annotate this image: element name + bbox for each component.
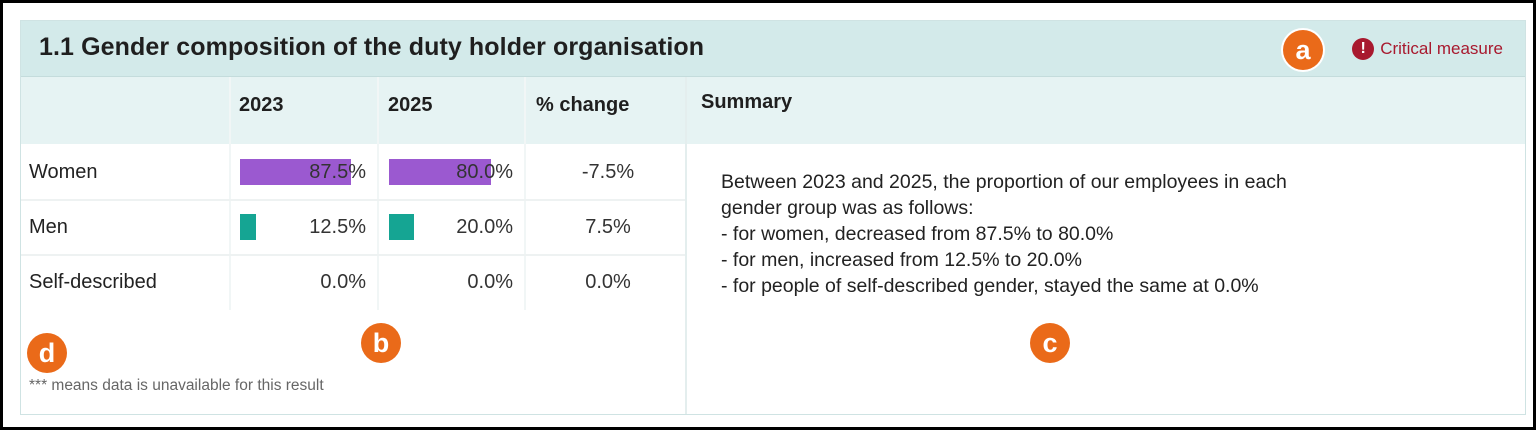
women-2025-value: 80.0% bbox=[456, 161, 513, 183]
row-divider bbox=[21, 199, 685, 201]
men-2025-bar bbox=[389, 214, 414, 240]
column-divider bbox=[377, 77, 379, 310]
summary-line: - for men, increased from 12.5% to 20.0% bbox=[721, 249, 1082, 271]
critical-measure-label: Critical measure bbox=[1380, 39, 1503, 58]
men-2025-value: 20.0% bbox=[456, 216, 513, 238]
women-2023-value: 87.5% bbox=[309, 161, 366, 183]
row-label-self-described: Self-described bbox=[29, 271, 157, 293]
row-label-men: Men bbox=[29, 216, 68, 238]
column-header-2025: 2025 bbox=[388, 94, 433, 116]
row-label-women: Women bbox=[29, 161, 98, 183]
callout-c: c bbox=[1030, 323, 1070, 363]
summary-text: Between 2023 and 2025, the proportion of… bbox=[721, 169, 1501, 299]
summary-line: - for women, decreased from 87.5% to 80.… bbox=[721, 223, 1114, 245]
women-2025-bar bbox=[389, 159, 491, 185]
summary-header bbox=[687, 77, 1525, 144]
footnote: *** means data is unavailable for this r… bbox=[29, 377, 324, 394]
summary-line: - for people of self-described gender, s… bbox=[721, 275, 1259, 297]
men-2023-value: 12.5% bbox=[309, 216, 366, 238]
callout-d: d bbox=[27, 333, 67, 373]
men-2023-bar bbox=[240, 214, 256, 240]
women-2023-bar bbox=[240, 159, 351, 185]
card-header: 1.1 Gender composition of the duty holde… bbox=[21, 21, 1525, 77]
page-title: 1.1 Gender composition of the duty holde… bbox=[39, 33, 705, 61]
self-described-change-value: 0.0% bbox=[585, 271, 631, 293]
row-divider bbox=[21, 254, 685, 256]
summary-line: Between 2023 and 2025, the proportion of… bbox=[721, 171, 1287, 193]
self-described-2025-value: 0.0% bbox=[467, 271, 513, 293]
self-described-2023-value: 0.0% bbox=[320, 271, 366, 293]
women-change-value: -7.5% bbox=[581, 161, 635, 183]
men-change-value: 7.5% bbox=[585, 216, 631, 238]
column-divider bbox=[229, 77, 231, 310]
column-divider bbox=[524, 77, 526, 310]
table-header-row bbox=[21, 77, 685, 144]
exclamation-circle-icon: ! bbox=[1352, 38, 1375, 60]
column-header-2023: 2023 bbox=[239, 94, 284, 116]
section-divider bbox=[685, 77, 687, 414]
column-header-summary: Summary bbox=[701, 91, 793, 113]
callout-b: b bbox=[361, 323, 401, 363]
column-header-change: % change bbox=[536, 94, 630, 116]
summary-line: gender group was as follows: bbox=[721, 197, 974, 219]
critical-measure-badge[interactable]: ! Critical measure bbox=[1352, 38, 1503, 60]
callout-a: a bbox=[1283, 30, 1323, 70]
measure-card: 1.1 Gender composition of the duty holde… bbox=[20, 20, 1526, 415]
